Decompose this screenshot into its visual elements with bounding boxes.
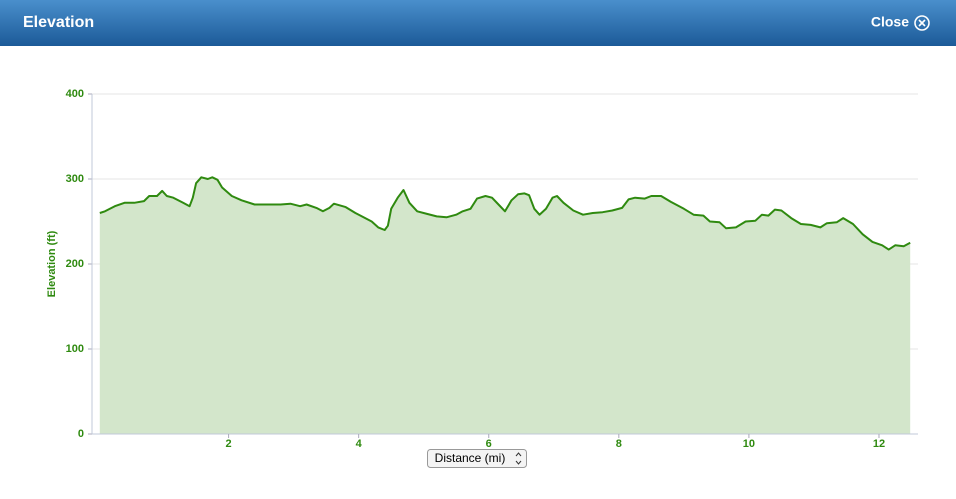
x-axis-select[interactable]: Distance (mi) xyxy=(427,449,527,468)
y-tick-label: 100 xyxy=(66,343,84,355)
y-tick-label: 400 xyxy=(66,88,84,100)
y-tick-label: 0 xyxy=(78,428,84,440)
x-tick-label: 10 xyxy=(743,438,755,450)
dialog-title: Elevation xyxy=(23,14,94,31)
area-fill xyxy=(99,177,911,435)
close-icon[interactable] xyxy=(914,15,930,31)
x-tick-label: 12 xyxy=(873,438,885,450)
select-box[interactable] xyxy=(427,449,527,468)
close-x xyxy=(918,19,926,27)
x-tick-label: 2 xyxy=(226,438,232,450)
x-tick-label: 4 xyxy=(356,438,363,450)
close-button[interactable]: Close xyxy=(871,14,930,31)
x-tick-label: 8 xyxy=(616,438,622,450)
y-axis-label: Elevation (ft) xyxy=(46,230,58,297)
x-tick-label: 6 xyxy=(486,438,492,450)
y-tick-label: 200 xyxy=(66,258,84,270)
close-label[interactable]: Close xyxy=(871,14,909,30)
header-bar xyxy=(0,0,956,46)
select-label[interactable]: Distance (mi) xyxy=(435,451,506,465)
select-arrows xyxy=(515,452,522,465)
y-tick-label: 300 xyxy=(66,173,84,185)
elevation-line xyxy=(99,176,911,251)
